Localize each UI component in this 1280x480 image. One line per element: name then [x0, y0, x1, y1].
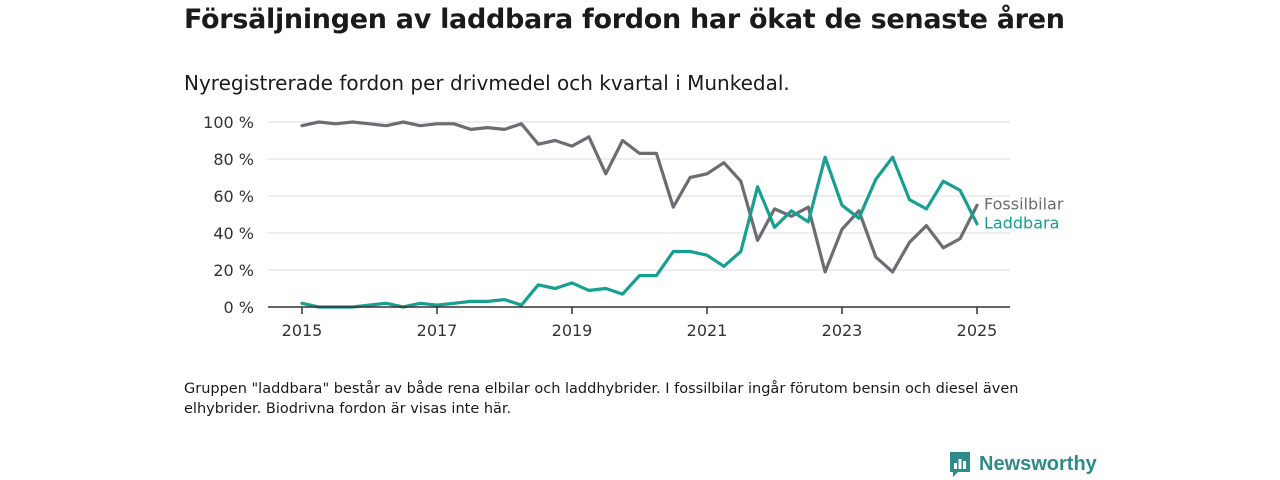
series-line-laddbara	[300, 155, 979, 309]
x-tick-label: 2023	[822, 321, 863, 340]
series-line-fossilbilar	[300, 120, 979, 274]
x-tick-label: 2019	[552, 321, 593, 340]
y-tick-label: 40 %	[213, 224, 254, 243]
y-tick-label: 100 %	[203, 113, 254, 132]
x-tick-label: 2021	[687, 321, 728, 340]
line-chart: 0 % 20 % 40 % 60 % 80 % 100 % 2015 2017 2019 202…	[203, 113, 1064, 340]
x-tick-label: 2017	[417, 321, 458, 340]
gridlines: 0 % 20 % 40 % 60 % 80 % 100 %	[203, 113, 1010, 317]
y-tick-label: 80 %	[213, 150, 254, 169]
newsworthy-logo-icon	[950, 452, 970, 477]
y-tick-label: 0 %	[224, 298, 254, 317]
chart-subtitle: Nyregistrerade fordon per drivmedel och …	[184, 71, 790, 95]
x-axis: 2015 2017 2019 2021 2023 2025	[268, 306, 1010, 340]
series-label-laddbara: Laddbara	[984, 213, 1059, 232]
series-lines	[300, 120, 979, 309]
chart-title: Försäljningen av laddbara fordon har öka…	[184, 4, 1065, 35]
x-tick-label: 2025	[957, 321, 998, 340]
brand-name: Newsworthy	[979, 452, 1097, 475]
newsworthy-logo: Newsworthy	[948, 450, 1097, 478]
y-tick-label: 60 %	[213, 187, 254, 206]
series-label-fossilbilar: Fossilbilar	[984, 194, 1064, 213]
footnote: Gruppen "laddbara" består av både rena e…	[184, 381, 1019, 417]
y-tick-label: 20 %	[213, 261, 254, 280]
x-tick-label: 2015	[282, 321, 323, 340]
